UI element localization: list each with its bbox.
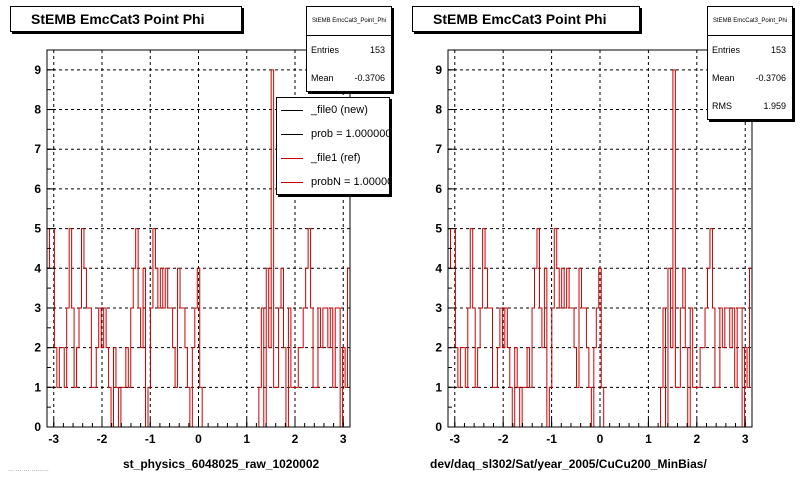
legend-label: _file0 (new): [311, 104, 368, 116]
panel-1-x-title: st_physics_6048025_raw_1020002: [123, 457, 320, 471]
y-tick-label: 1: [435, 380, 442, 394]
y-tick-label: 5: [34, 222, 41, 236]
legend-swatch: [281, 182, 303, 183]
y-tick-label: 6: [34, 182, 41, 196]
legend-label: _file1 (ref): [311, 152, 361, 164]
legend-item: _file0 (new): [277, 98, 389, 122]
panel-1-title-box: StEMB EmcCat3 Point Phi: [10, 6, 242, 32]
panel-2-rms-label: RMS: [712, 101, 732, 111]
y-tick-label: 9: [435, 63, 442, 77]
x-tick-label: 0: [195, 432, 202, 446]
y-tick-label: 8: [34, 103, 41, 117]
panel-2-title: StEMB EmcCat3 Point Phi: [433, 11, 607, 27]
footnote: ... ... ... .........: [8, 466, 49, 473]
y-tick-label: 7: [435, 142, 442, 156]
x-tick-label: 1: [243, 432, 250, 446]
legend-item: probN = 1.000000: [277, 170, 389, 194]
panel-2-title-box: StEMB EmcCat3 Point Phi: [412, 6, 640, 32]
legend-label: prob = 1.000000: [311, 128, 390, 140]
y-tick-label: 3: [34, 301, 41, 315]
legend-item: prob = 1.000000: [277, 122, 389, 146]
y-tick-label: 2: [34, 341, 41, 355]
x-tick-label: -2: [498, 432, 509, 446]
legend-label: probN = 1.000000: [311, 176, 389, 188]
y-tick-label: 1: [34, 380, 41, 394]
legend-swatch: [281, 110, 303, 111]
panel-2-stats-box: StEMB EmcCat3_Point_Phi Entries 153 Mean -…: [707, 6, 793, 120]
x-tick-label: -2: [97, 432, 108, 446]
histogram-series: [46, 69, 351, 428]
y-tick-label: 4: [435, 261, 442, 275]
panel-2-mean-label: Mean: [712, 73, 735, 83]
x-tick-label: 0: [597, 432, 604, 446]
panel-2-x-title: dev/daq_sl302/Sat/year_2005/CuCu200_MinB…: [430, 457, 707, 471]
panel-1-mean-label: Mean: [311, 73, 334, 83]
x-tick-label: -1: [145, 432, 156, 446]
y-tick-label: 3: [435, 301, 442, 315]
y-tick-label: 2: [435, 341, 442, 355]
panel-1-legend: _file0 (new) prob = 1.000000 _file1 (ref…: [276, 97, 390, 195]
panel-1-title: StEMB EmcCat3 Point Phi: [31, 11, 205, 27]
y-tick-label: 0: [435, 420, 442, 434]
panel-2-stats-name: StEMB EmcCat3_Point_Phi: [708, 7, 792, 36]
panel-2-entries-label: Entries: [712, 45, 741, 55]
legend-swatch: [281, 134, 303, 135]
x-tick-label: 3: [340, 432, 347, 446]
x-tick-label: -3: [48, 432, 59, 446]
legend-item: _file1 (ref): [277, 146, 389, 170]
x-tick-label: 2: [292, 432, 299, 446]
y-tick-label: 7: [34, 142, 41, 156]
y-tick-label: 8: [435, 103, 442, 117]
x-tick-label: 2: [693, 432, 700, 446]
y-tick-label: 6: [435, 182, 442, 196]
y-tick-label: 5: [435, 222, 442, 236]
panel-1-mean-value: -0.3706: [354, 73, 385, 83]
panel-2-mean-value: -0.3706: [755, 73, 786, 83]
x-tick-label: 1: [645, 432, 652, 446]
y-tick-label: 4: [34, 261, 41, 275]
panel-2-entries-value: 153: [770, 45, 786, 55]
x-tick-label: -1: [546, 432, 557, 446]
panel-1-stats-name: StEMB EmcCat3_Point_Phi: [307, 7, 391, 36]
panel-1-entries-label: Entries: [311, 45, 340, 55]
x-tick-label: -3: [449, 432, 460, 446]
y-tick-label: 9: [34, 63, 41, 77]
panel-1-stats-box: StEMB EmcCat3_Point_Phi Entries 153 Mean -…: [306, 6, 392, 92]
histogram-series: [447, 69, 753, 428]
panel-1-entries-value: 153: [369, 45, 385, 55]
x-tick-label: 3: [742, 432, 749, 446]
panel-2-rms-value: 1.959: [763, 101, 786, 111]
legend-swatch: [281, 158, 303, 159]
y-tick-label: 0: [34, 420, 41, 434]
